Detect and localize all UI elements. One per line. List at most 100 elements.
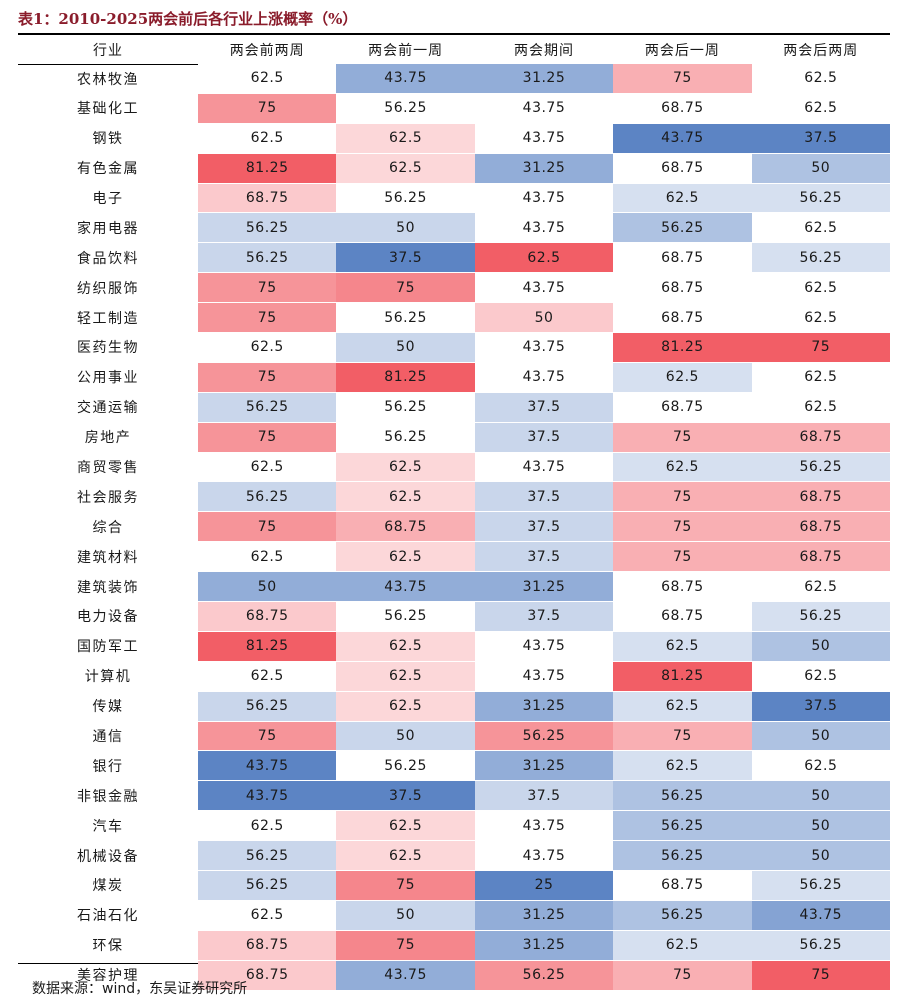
probability-cell: 62.5	[336, 123, 475, 154]
probability-cell: 81.25	[198, 631, 337, 662]
probability-cell: 50	[751, 721, 890, 752]
probability-cell: 56.25	[198, 870, 337, 901]
industry-name-cell: 有色金属	[77, 161, 139, 178]
probability-cell: 56.25	[613, 810, 752, 842]
probability-cell: 62.5	[613, 452, 752, 483]
table-row: 建筑装饰 50 43.75 31.25 68.75 62.5	[18, 571, 890, 603]
table-row: 有色金属 81.25 62.5 31.25 68.75 50	[18, 153, 890, 184]
probability-cell: 62.5	[198, 332, 337, 363]
probability-cell: 43.75	[474, 212, 614, 244]
probability-cell: 43.75	[336, 960, 475, 991]
table-row: 综合 75 68.75 37.5 75 68.75	[18, 511, 890, 543]
probability-cell: 43.75	[474, 661, 614, 692]
table-row: 银行 43.75 56.25 31.25 62.5 62.5	[18, 750, 890, 782]
probability-cell: 31.25	[474, 750, 614, 782]
table-row: 轻工制造 75 56.25 50 68.75 62.5	[18, 302, 890, 334]
probability-cell: 43.75	[474, 93, 614, 124]
probability-cell: 56.25	[198, 481, 337, 513]
probability-cell: 75	[613, 64, 752, 94]
probability-cell: 62.5	[336, 541, 475, 573]
header-row: 行业 两会前两周 两会前一周 两会期间 两会后一周 两会后两周	[18, 35, 890, 64]
industry-name-cell: 农林牧渔	[77, 71, 139, 88]
probability-cell: 62.5	[336, 481, 475, 513]
table-row: 纺织服饰 75 75 43.75 68.75 62.5	[18, 272, 890, 304]
probability-cell: 75	[336, 930, 475, 961]
probability-cell: 68.75	[613, 242, 752, 274]
probability-cell: 50	[336, 721, 475, 752]
industry-name-cell: 电子	[92, 191, 124, 207]
industry-name-cell: 石油石化	[77, 908, 139, 925]
probability-cell: 75	[198, 422, 337, 453]
table-row: 环保 68.75 75 31.25 62.5 56.25	[18, 930, 890, 961]
probability-cell: 62.5	[613, 930, 752, 961]
probability-cell: 50	[336, 332, 475, 363]
probability-cell: 62.5	[613, 691, 752, 722]
table-row: 通信 75 50 56.25 75 50	[18, 721, 890, 752]
probability-cell: 68.75	[198, 601, 337, 632]
probability-cell: 81.25	[336, 362, 475, 393]
probability-cell: 56.25	[751, 601, 890, 632]
header-during: 两会期间	[513, 42, 574, 59]
probability-cell: 62.5	[198, 64, 337, 94]
table-row: 传媒 56.25 62.5 31.25 62.5 37.5	[18, 691, 890, 722]
header-two-weeks-before: 两会前两周	[229, 42, 305, 59]
probability-cell: 56.25	[198, 242, 337, 274]
industry-name-cell: 纺织服饰	[77, 280, 139, 297]
table-row: 电力设备 68.75 56.25 37.5 68.75 56.25	[18, 601, 890, 632]
industry-name-cell: 医药生物	[77, 340, 139, 357]
industry-name-cell: 商贸零售	[77, 460, 139, 477]
probability-cell: 75	[198, 721, 337, 752]
table-row: 非银金融 43.75 37.5 37.5 56.25 50	[18, 780, 890, 812]
probability-cell: 31.25	[474, 900, 614, 931]
probability-cell: 62.5	[336, 691, 475, 722]
probability-cell: 43.75	[613, 123, 752, 154]
header-one-week-after: 两会后一周	[644, 42, 720, 59]
header-two-weeks-after: 两会后两周	[783, 42, 859, 59]
probability-cell: 68.75	[198, 960, 337, 991]
probability-cell: 62.5	[198, 661, 337, 692]
probability-cell: 56.25	[751, 242, 890, 274]
probability-cell: 62.5	[336, 153, 475, 184]
industry-name-cell: 电力设备	[77, 609, 139, 626]
header-industry: 行业	[93, 42, 123, 59]
probability-cell: 56.25	[474, 721, 614, 752]
industry-name-cell: 社会服务	[77, 489, 139, 506]
probability-cell: 68.75	[751, 511, 890, 543]
probability-cell: 75	[613, 721, 752, 752]
probability-cell: 56.25	[198, 212, 337, 244]
table-row: 食品饮料 56.25 37.5 62.5 68.75 56.25	[18, 242, 890, 274]
probability-cell: 62.5	[751, 392, 890, 423]
probability-cell: 56.25	[613, 900, 752, 931]
probability-cell: 62.5	[751, 661, 890, 692]
table-row: 石油石化 62.5 50 31.25 56.25 43.75	[18, 900, 890, 931]
probability-cell: 43.75	[474, 810, 614, 842]
probability-cell: 37.5	[751, 123, 890, 154]
probability-cell: 37.5	[474, 541, 614, 573]
probability-cell: 62.5	[751, 93, 890, 124]
probability-cell: 50	[474, 302, 614, 334]
table-row: 商贸零售 62.5 62.5 43.75 62.5 56.25	[18, 452, 890, 483]
probability-cell: 62.5	[198, 452, 337, 483]
probability-cell: 68.75	[613, 870, 752, 901]
table-row: 美容护理 68.75 43.75 56.25 75 75	[18, 960, 890, 991]
probability-cell: 62.5	[336, 631, 475, 662]
probability-cell: 75	[198, 511, 337, 543]
probability-cell: 50	[751, 153, 890, 184]
industry-name-cell: 非银金融	[77, 788, 139, 805]
industry-probability-table: 行业 两会前两周 两会前一周 两会期间 两会后一周 两会后两周 农林牧渔 62.5…	[18, 35, 890, 991]
probability-cell: 37.5	[474, 780, 614, 812]
probability-cell: 75	[198, 302, 337, 334]
industry-name-cell: 食品饮料	[77, 250, 139, 267]
probability-cell: 75	[751, 332, 890, 363]
top-rule	[18, 33, 890, 35]
probability-cell: 37.5	[474, 422, 614, 453]
probability-cell: 50	[198, 571, 337, 603]
probability-cell: 43.75	[336, 571, 475, 603]
probability-cell: 62.5	[198, 900, 337, 931]
probability-cell: 43.75	[336, 64, 475, 94]
table-row: 基础化工 75 56.25 43.75 68.75 62.5	[18, 93, 890, 124]
probability-cell: 56.25	[751, 870, 890, 901]
industry-name-cell: 美容护理	[77, 968, 139, 985]
probability-cell: 75	[336, 870, 475, 901]
probability-cell: 75	[613, 960, 752, 991]
